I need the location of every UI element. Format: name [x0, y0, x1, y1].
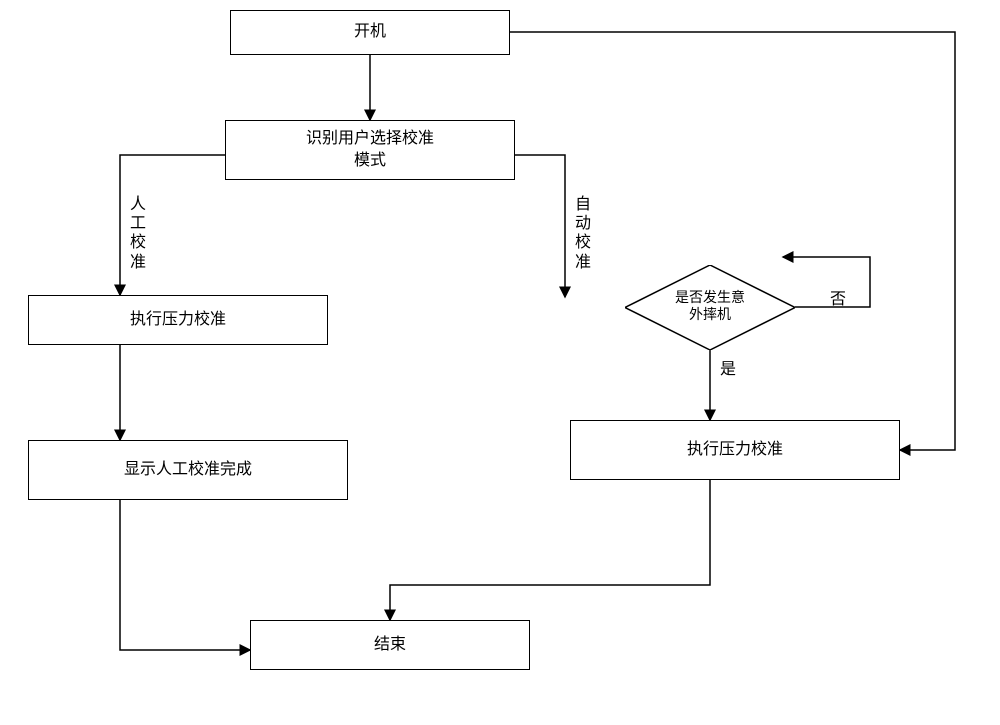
node-start-label: 开机 [354, 21, 386, 43]
node-decision: 是否发生意外摔机 [625, 265, 795, 350]
node-exec-left-label: 执行压力校准 [130, 309, 226, 331]
flowchart-canvas: 开机 识别用户选择校准模式 执行压力校准 是否发生意外摔机 显示人工校准完成 执… [0, 0, 1000, 725]
node-exec-right-label: 执行压力校准 [687, 439, 783, 461]
node-identify: 识别用户选择校准模式 [225, 120, 515, 180]
label-manual: 人工校准 [130, 195, 146, 272]
flowchart-edges [0, 0, 1000, 725]
node-end-label: 结束 [374, 634, 406, 656]
node-decision-label: 是否发生意外摔机 [651, 291, 770, 325]
node-display-label: 显示人工校准完成 [124, 459, 252, 481]
node-identify-label: 识别用户选择校准模式 [306, 128, 434, 173]
node-start: 开机 [230, 10, 510, 55]
node-exec-left: 执行压力校准 [28, 295, 328, 345]
node-exec-right: 执行压力校准 [570, 420, 900, 480]
node-display: 显示人工校准完成 [28, 440, 348, 500]
label-no: 否 [830, 290, 846, 309]
label-auto: 自动校准 [575, 195, 591, 272]
label-yes: 是 [720, 360, 736, 379]
node-end: 结束 [250, 620, 530, 670]
